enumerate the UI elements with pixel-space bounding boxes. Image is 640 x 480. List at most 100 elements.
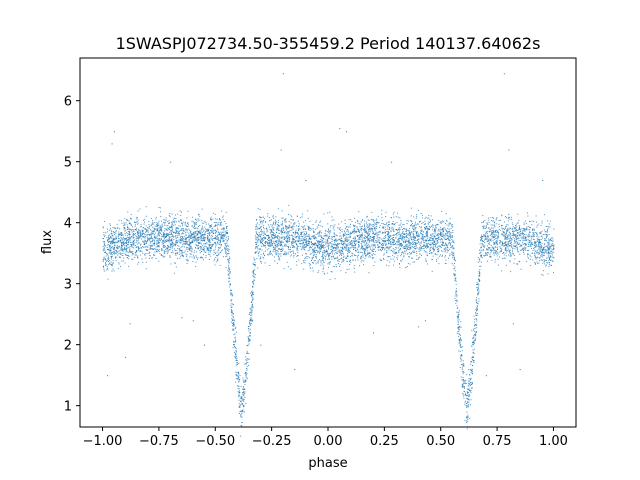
data-point [226, 254, 228, 256]
data-point [125, 248, 127, 250]
data-point [242, 405, 244, 407]
data-point [435, 226, 437, 228]
data-point [172, 236, 174, 238]
data-point [434, 227, 436, 229]
data-point [402, 224, 404, 226]
data-point [226, 233, 228, 235]
data-point [415, 243, 416, 245]
data-point [473, 315, 475, 317]
data-point [545, 237, 547, 239]
data-point [331, 271, 333, 273]
data-point [472, 337, 474, 339]
data-point [367, 247, 369, 249]
data-point [191, 256, 193, 258]
data-point [390, 245, 392, 247]
data-point [550, 255, 552, 257]
data-point [474, 324, 476, 326]
data-point [548, 247, 550, 249]
data-point [370, 236, 372, 238]
data-point [361, 220, 363, 222]
data-point [391, 243, 393, 245]
data-point [453, 241, 455, 243]
data-point [287, 226, 289, 228]
data-point [535, 231, 537, 233]
data-point [476, 315, 478, 317]
data-point [128, 258, 130, 260]
data-point [188, 249, 190, 251]
data-point [108, 258, 110, 260]
data-point [175, 231, 177, 233]
data-point [104, 250, 106, 252]
data-point [486, 248, 487, 250]
data-point [203, 250, 205, 252]
data-point [405, 250, 407, 252]
data-point [194, 250, 196, 252]
data-point [161, 243, 163, 245]
data-point [442, 250, 444, 252]
data-point [208, 228, 210, 230]
data-point [349, 247, 351, 249]
data-point [438, 248, 440, 250]
data-point [458, 311, 460, 313]
data-point [531, 244, 533, 246]
data-point [104, 242, 106, 244]
data-point [201, 235, 203, 237]
data-point [505, 241, 507, 243]
data-point [114, 227, 116, 229]
data-point [378, 239, 380, 241]
data-point [473, 329, 475, 331]
data-point [415, 231, 417, 233]
data-point [482, 236, 484, 238]
data-point [329, 211, 331, 213]
data-point [209, 226, 211, 228]
data-point [415, 245, 417, 247]
data-point [488, 247, 490, 249]
data-point [461, 379, 463, 381]
data-point [457, 326, 459, 328]
data-point [387, 230, 389, 232]
data-point [279, 241, 281, 243]
data-point [176, 241, 178, 243]
data-point [497, 253, 499, 255]
data-point [303, 239, 305, 241]
data-point [158, 234, 160, 236]
data-point [503, 254, 505, 256]
data-point [393, 239, 395, 241]
data-point [529, 243, 531, 245]
data-point [105, 264, 107, 266]
data-point [196, 241, 198, 243]
data-point [181, 239, 183, 241]
data-point [102, 246, 104, 248]
data-point [241, 416, 243, 418]
data-point [362, 254, 364, 256]
data-point [237, 388, 239, 390]
data-point [442, 221, 444, 223]
data-point [476, 286, 478, 288]
data-point [197, 230, 199, 232]
data-point [108, 252, 110, 254]
data-point [385, 240, 387, 242]
data-point [486, 251, 488, 253]
data-point [232, 319, 234, 321]
data-point [437, 245, 439, 247]
data-point [284, 245, 286, 247]
data-point [214, 248, 216, 250]
data-point [132, 240, 134, 242]
data-point [514, 234, 516, 236]
data-point [189, 230, 191, 232]
data-point [126, 251, 128, 253]
data-point [403, 238, 405, 240]
data-point [435, 247, 437, 249]
data-point [287, 253, 289, 255]
data-point [309, 264, 311, 266]
data-point [215, 244, 217, 246]
data-point [427, 240, 429, 242]
data-point [233, 325, 235, 327]
data-point [206, 236, 208, 238]
data-point [161, 240, 163, 242]
data-point [108, 240, 110, 242]
data-point [495, 240, 497, 242]
data-point [310, 238, 312, 240]
data-point [107, 278, 109, 280]
data-point [363, 251, 365, 253]
